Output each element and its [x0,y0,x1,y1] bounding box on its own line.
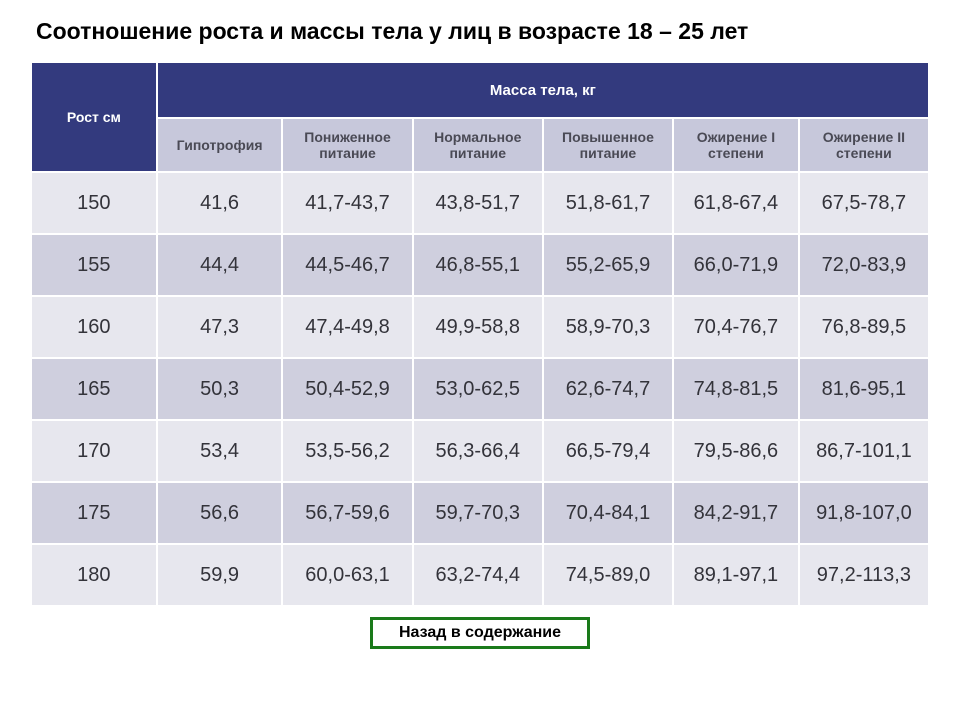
table-cell: 56,7-59,6 [282,482,412,544]
table-cell: 41,7-43,7 [282,172,412,234]
column-header: Нормальное питание [413,118,543,172]
table-cell: 66,0-71,9 [673,234,799,296]
table-cell: 76,8-89,5 [799,296,929,358]
table-cell: 70,4-84,1 [543,482,673,544]
table-cell: 59,9 [157,544,283,606]
table-cell: 84,2-91,7 [673,482,799,544]
table-cell: 53,0-62,5 [413,358,543,420]
row-height-cell: 155 [31,234,157,296]
table-cell: 56,3-66,4 [413,420,543,482]
column-header: Ожирение II степени [799,118,929,172]
header-group-label: Масса тела, кг [157,62,929,118]
table-cell: 50,4-52,9 [282,358,412,420]
table-cell: 61,8-67,4 [673,172,799,234]
column-header: Пониженное питание [282,118,412,172]
table-cell: 53,5-56,2 [282,420,412,482]
row-height-cell: 150 [31,172,157,234]
row-height-cell: 180 [31,544,157,606]
table-cell: 97,2-113,3 [799,544,929,606]
table-cell: 44,4 [157,234,283,296]
table-cell: 91,8-107,0 [799,482,929,544]
table-cell: 63,2-74,4 [413,544,543,606]
column-header: Ожирение I степени [673,118,799,172]
table-cell: 41,6 [157,172,283,234]
row-height-cell: 175 [31,482,157,544]
table-cell: 59,7-70,3 [413,482,543,544]
table-cell: 53,4 [157,420,283,482]
page-title: Соотношение роста и массы тела у лиц в в… [36,18,930,45]
table-row: 18059,960,0-63,163,2-74,474,5-89,089,1-9… [31,544,929,606]
table-row: 16047,347,4-49,849,9-58,858,9-70,370,4-7… [31,296,929,358]
table-cell: 67,5-78,7 [799,172,929,234]
table-cell: 62,6-74,7 [543,358,673,420]
table-cell: 46,8-55,1 [413,234,543,296]
back-to-contents-button[interactable]: Назад в содержание [370,617,590,649]
table-cell: 55,2-65,9 [543,234,673,296]
table-cell: 70,4-76,7 [673,296,799,358]
table-cell: 58,9-70,3 [543,296,673,358]
table-cell: 66,5-79,4 [543,420,673,482]
column-header: Повышенное питание [543,118,673,172]
row-height-cell: 170 [31,420,157,482]
table-cell: 47,3 [157,296,283,358]
table-cell: 74,5-89,0 [543,544,673,606]
header-row-label: Рост см [31,62,157,172]
table-cell: 51,8-61,7 [543,172,673,234]
table-row: 16550,350,4-52,953,0-62,562,6-74,774,8-8… [31,358,929,420]
height-weight-table: Рост см Масса тела, кг ГипотрофияПонижен… [30,61,930,607]
column-header: Гипотрофия [157,118,283,172]
table-cell: 72,0-83,9 [799,234,929,296]
table-cell: 44,5-46,7 [282,234,412,296]
row-height-cell: 165 [31,358,157,420]
table-row: 15544,444,5-46,746,8-55,155,2-65,966,0-7… [31,234,929,296]
table-row: 17053,453,5-56,256,3-66,466,5-79,479,5-8… [31,420,929,482]
table-cell: 56,6 [157,482,283,544]
table-cell: 60,0-63,1 [282,544,412,606]
table-cell: 89,1-97,1 [673,544,799,606]
row-height-cell: 160 [31,296,157,358]
table-cell: 50,3 [157,358,283,420]
table-cell: 86,7-101,1 [799,420,929,482]
table-cell: 43,8-51,7 [413,172,543,234]
table-cell: 47,4-49,8 [282,296,412,358]
table-cell: 49,9-58,8 [413,296,543,358]
table-cell: 79,5-86,6 [673,420,799,482]
table-cell: 74,8-81,5 [673,358,799,420]
table-row: 15041,641,7-43,743,8-51,751,8-61,761,8-6… [31,172,929,234]
table-row: 17556,656,7-59,659,7-70,370,4-84,184,2-9… [31,482,929,544]
table-cell: 81,6-95,1 [799,358,929,420]
